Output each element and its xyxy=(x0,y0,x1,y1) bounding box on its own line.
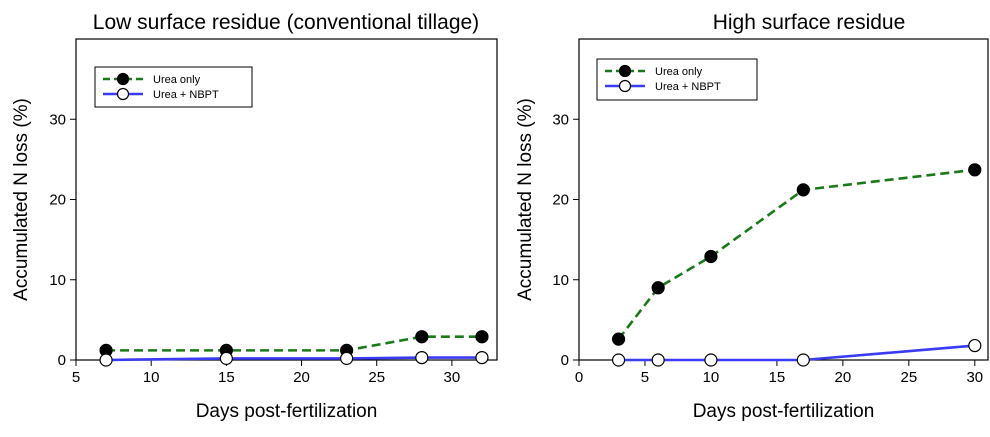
x-tick-label: 20 xyxy=(835,369,852,386)
data-point-urea-nbpt xyxy=(340,351,354,365)
y-axis-label: Accumulated N loss (%) xyxy=(515,98,536,301)
y-tick-label: 20 xyxy=(49,192,66,209)
legend-label: Urea + NBPT xyxy=(655,81,721,93)
data-point-urea-nbpt xyxy=(415,350,429,365)
y-tick-label: 30 xyxy=(552,111,569,128)
data-point-urea-nbpt xyxy=(219,351,233,365)
x-tick-label: 5 xyxy=(641,369,649,386)
y-tick-label: 10 xyxy=(552,272,569,289)
x-tick-label: 30 xyxy=(444,369,461,386)
legend-box xyxy=(94,66,253,108)
data-point-urea-only xyxy=(968,163,982,177)
data-point-urea-nbpt xyxy=(704,353,718,367)
series-line-urea-nbpt xyxy=(618,344,975,362)
y-axis-label: Accumulated N loss (%) xyxy=(11,98,32,301)
x-tick-label: 10 xyxy=(703,369,720,386)
x-tick-label: 30 xyxy=(966,369,983,386)
legend-marker xyxy=(618,79,632,93)
data-point-urea-nbpt xyxy=(796,353,810,367)
x-tick-label: 5 xyxy=(72,369,80,386)
data-point-urea-only xyxy=(611,332,626,346)
chart-title: High surface residue xyxy=(713,11,906,34)
data-point-urea-nbpt xyxy=(475,350,489,365)
legend-marker xyxy=(116,87,130,101)
chart-1: Low surface residue (conventional tillag… xyxy=(11,11,498,422)
x-axis-label: Days post-fertilization xyxy=(693,401,875,422)
legend-label: Urea only xyxy=(655,66,703,78)
data-point-urea-only xyxy=(651,281,665,295)
series-line-urea-only xyxy=(617,168,975,340)
chart-2: High surface residue 0 5 10 15 20 25 30 0 10 20 30 D… xyxy=(515,11,989,422)
data-point-urea-nbpt xyxy=(651,353,665,367)
data-point-urea-only xyxy=(704,249,718,264)
legend: Urea only Urea + NBPT xyxy=(596,58,758,101)
y-tick-label: 0 xyxy=(58,352,66,369)
chart-title: Low surface residue (conventional tillag… xyxy=(93,11,479,34)
x-tick-label: 15 xyxy=(769,369,786,386)
legend-marker xyxy=(116,72,130,86)
x-tick-label: 15 xyxy=(218,369,235,386)
data-point-urea-only xyxy=(475,330,489,344)
y-tick-label: 30 xyxy=(49,111,66,128)
data-point-urea-only xyxy=(796,183,810,197)
y-tick-label: 20 xyxy=(552,192,569,209)
data-point-urea-nbpt xyxy=(99,353,113,367)
legend-marker xyxy=(618,64,632,78)
x-tick-label: 0 xyxy=(575,369,583,386)
data-point-urea-nbpt xyxy=(968,338,982,353)
y-tick-label: 0 xyxy=(561,352,569,369)
x-tick-label: 20 xyxy=(293,369,310,386)
legend: Urea only Urea + NBPT xyxy=(94,66,253,108)
x-tick-label: 25 xyxy=(900,369,917,386)
data-point-urea-only xyxy=(415,330,429,344)
data-point-urea-nbpt xyxy=(611,353,626,367)
y-tick-label: 10 xyxy=(49,272,66,289)
legend-label: Urea only xyxy=(153,74,201,86)
x-axis-label: Days post-fertilization xyxy=(196,401,378,422)
x-tick-label: 10 xyxy=(143,369,160,386)
x-tick-label: 25 xyxy=(368,369,385,386)
legend-label: Urea + NBPT xyxy=(153,89,219,101)
